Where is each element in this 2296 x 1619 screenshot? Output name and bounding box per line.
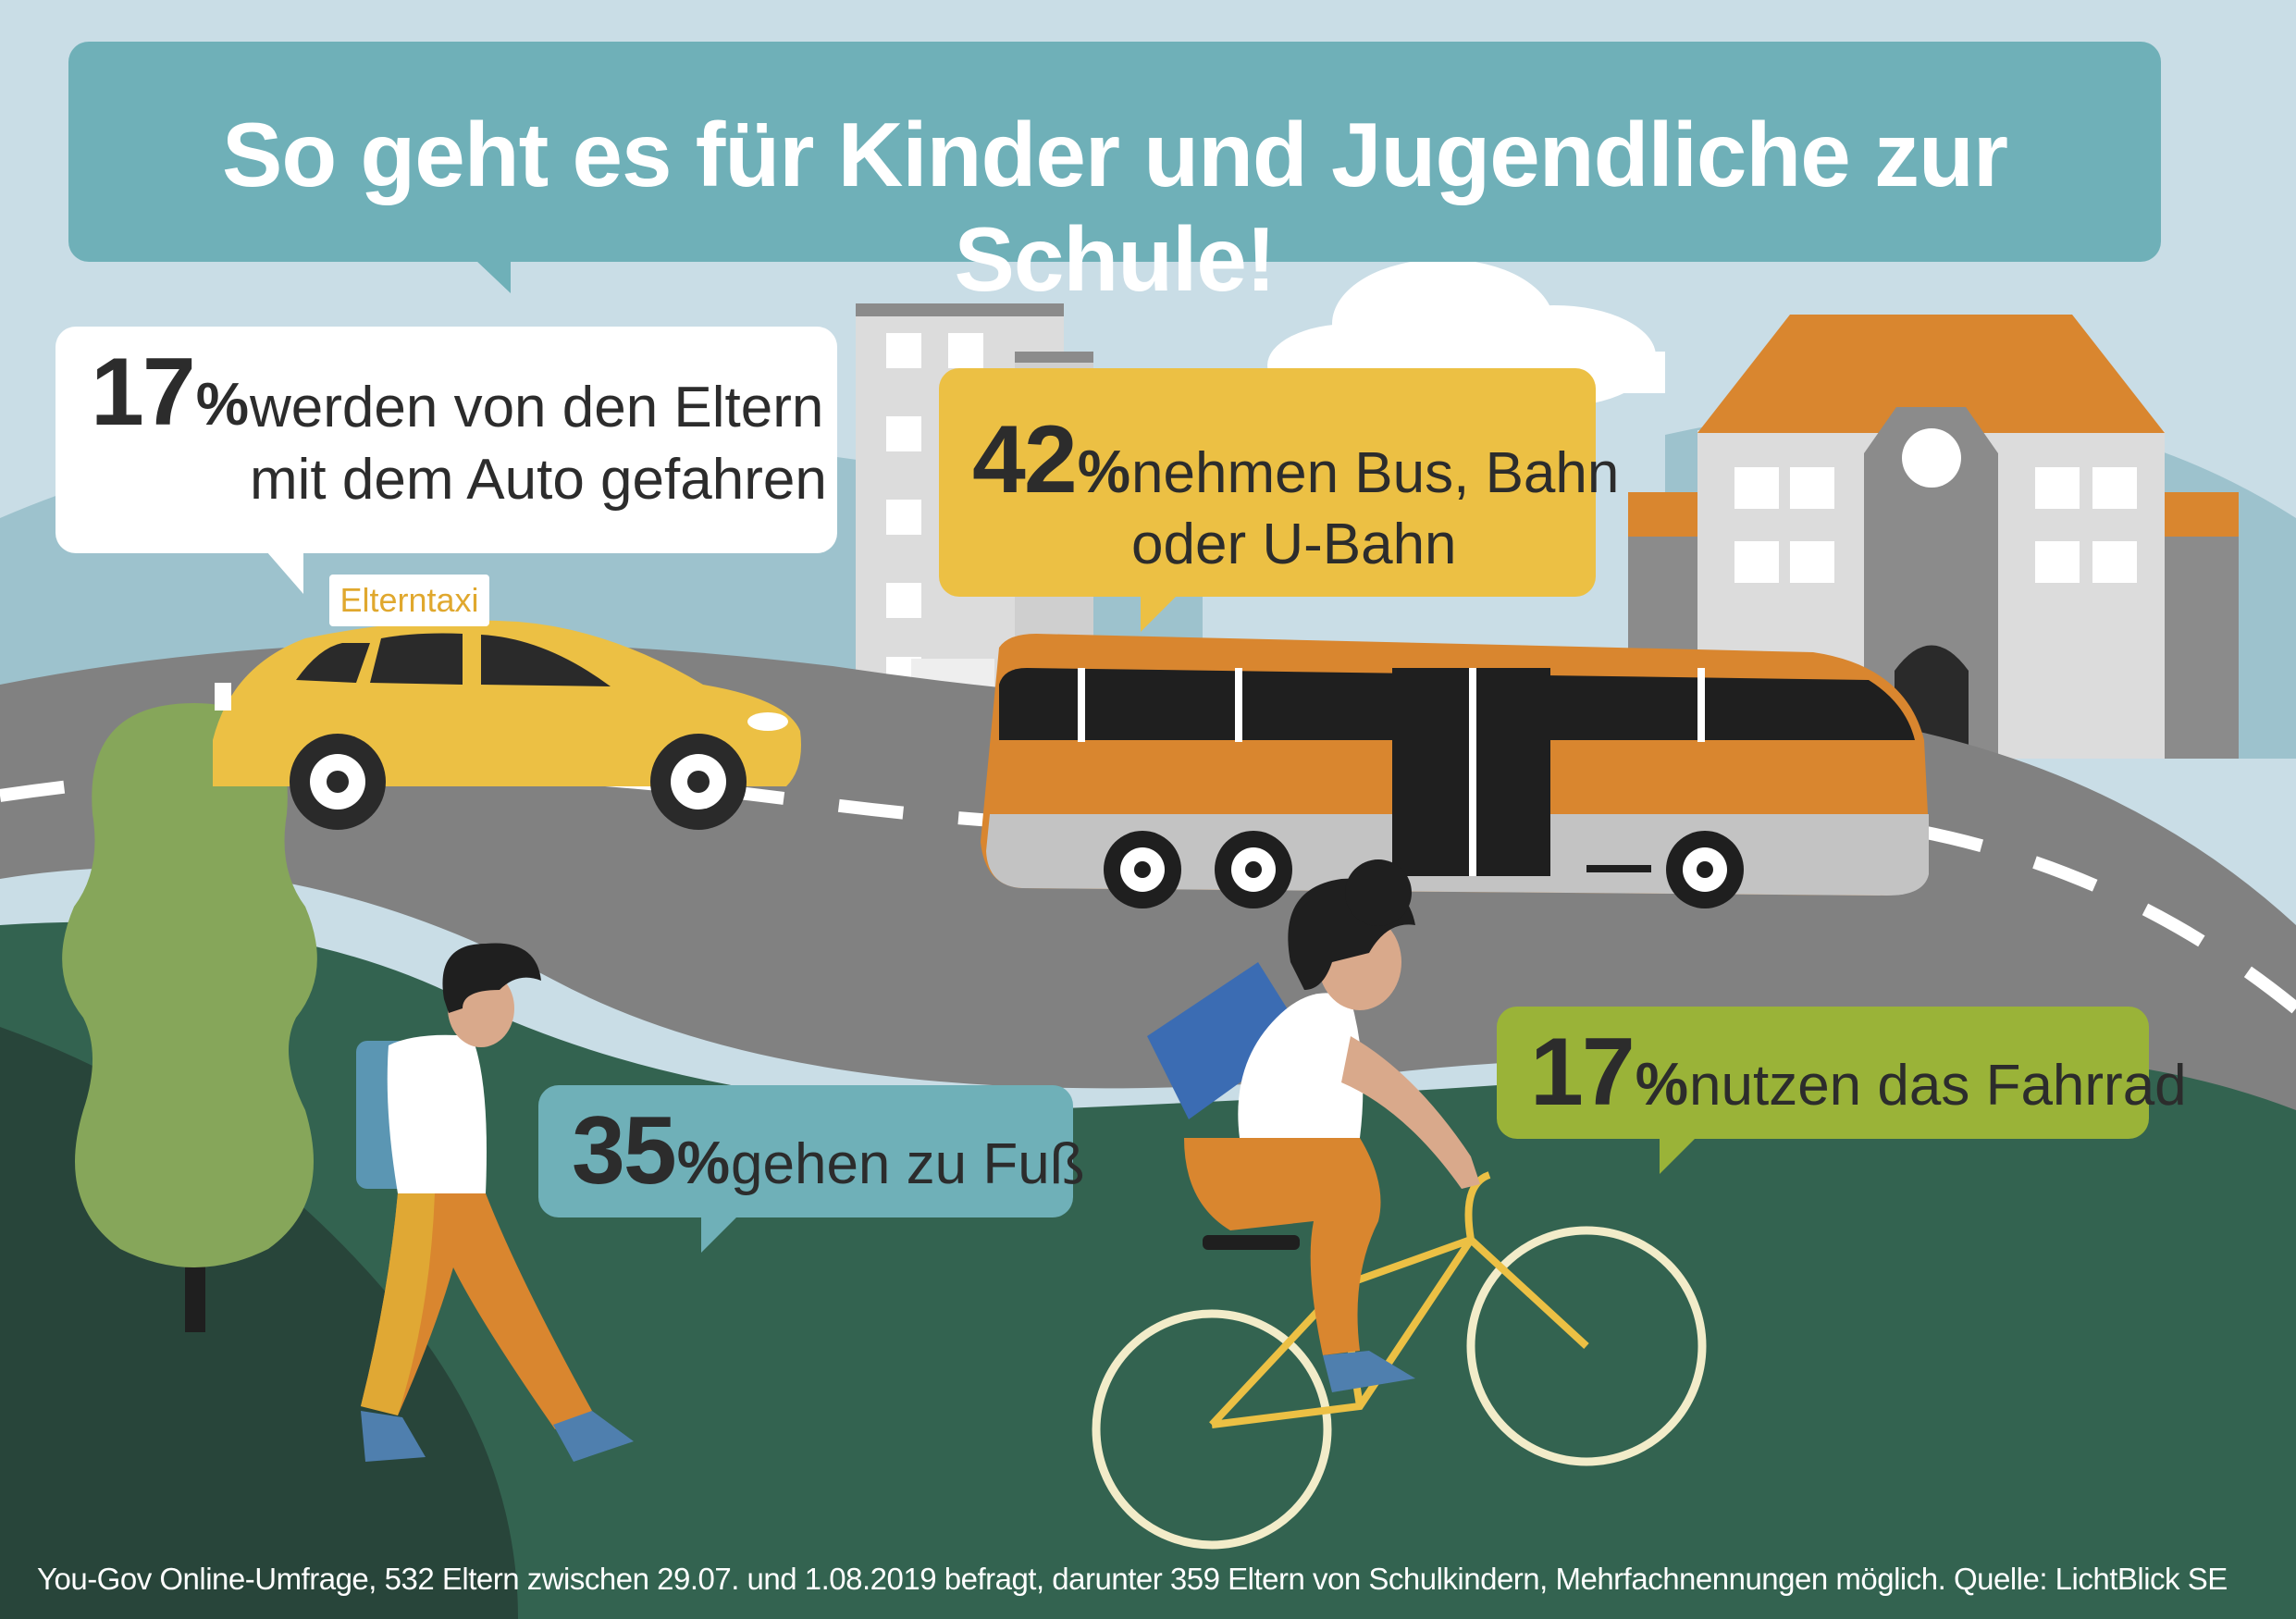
bubble-tail xyxy=(475,260,511,293)
tree xyxy=(62,703,317,1332)
taxi-sign-label: Elterntaxi xyxy=(339,581,479,619)
stat-bubble-bike: 17% nutzen das Fahrrad xyxy=(1497,1007,2187,1174)
stat-bubble-bus: 42% nehmen Bus, Bahn oder U-Bahn xyxy=(939,368,1619,632)
title-bubble: So geht es für Kinder und Jugendliche zu… xyxy=(68,42,2161,310)
stat-value-bike: 17% xyxy=(1530,1019,1689,1126)
bus xyxy=(981,634,1929,908)
bubble-tail xyxy=(1141,595,1178,632)
stat-value-walk: 35% xyxy=(572,1097,731,1205)
taxi-sign: Elterntaxi xyxy=(329,575,489,626)
stat-label-car-line1: werden von den Eltern xyxy=(250,376,824,439)
bubble-tail xyxy=(1660,1137,1697,1174)
stat-label-car-line2: mit dem Auto gefahren xyxy=(250,448,827,512)
bubble-tail xyxy=(701,1216,738,1253)
stat-bubble-car: 17% werden von den Eltern mit dem Auto g… xyxy=(56,327,837,594)
stat-label-bike: nutzen das Fahrrad xyxy=(1689,1054,2187,1118)
stat-label-bus-line1: nehmen Bus, Bahn xyxy=(1131,441,1620,505)
stat-value-car: 17% xyxy=(91,339,250,446)
taxi xyxy=(213,620,801,830)
stat-label-bus-line2: oder U-Bahn xyxy=(1131,513,1457,576)
cyclist xyxy=(1092,859,1707,1550)
source-footnote: You-Gov Online-Umfrage, 532 Eltern zwisc… xyxy=(37,1562,2228,1596)
stat-label-walk: gehen zu Fuß xyxy=(731,1132,1085,1196)
bubble-tail xyxy=(266,551,303,594)
page-title: So geht es für Kinder und Jugendliche zu… xyxy=(221,104,2008,310)
stat-bubble-walk: 35% gehen zu Fuß xyxy=(538,1085,1085,1253)
walking-child xyxy=(356,943,634,1462)
school-building xyxy=(1628,315,2239,759)
stat-value-bus: 42% xyxy=(972,406,1131,513)
